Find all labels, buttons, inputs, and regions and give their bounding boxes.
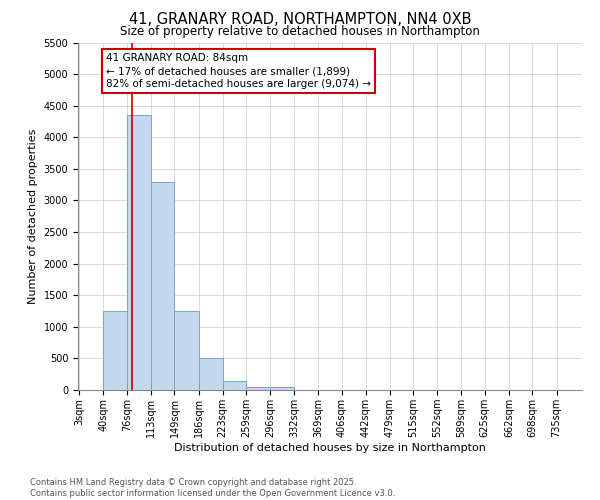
X-axis label: Distribution of detached houses by size in Northampton: Distribution of detached houses by size … [174, 442, 486, 452]
Bar [103, 311, 127, 390]
Bar [199, 358, 223, 390]
Text: 41, GRANARY ROAD, NORTHAMPTON, NN4 0XB: 41, GRANARY ROAD, NORTHAMPTON, NN4 0XB [129, 12, 471, 28]
Bar [151, 182, 175, 390]
Bar [127, 115, 151, 390]
Bar [271, 387, 294, 390]
Bar [246, 387, 271, 390]
Text: Size of property relative to detached houses in Northampton: Size of property relative to detached ho… [120, 25, 480, 38]
Bar [175, 311, 199, 390]
Text: Contains HM Land Registry data © Crown copyright and database right 2025.
Contai: Contains HM Land Registry data © Crown c… [30, 478, 395, 498]
Text: 41 GRANARY ROAD: 84sqm
← 17% of detached houses are smaller (1,899)
82% of semi-: 41 GRANARY ROAD: 84sqm ← 17% of detached… [106, 53, 371, 90]
Bar [223, 380, 246, 390]
Y-axis label: Number of detached properties: Number of detached properties [28, 128, 38, 304]
